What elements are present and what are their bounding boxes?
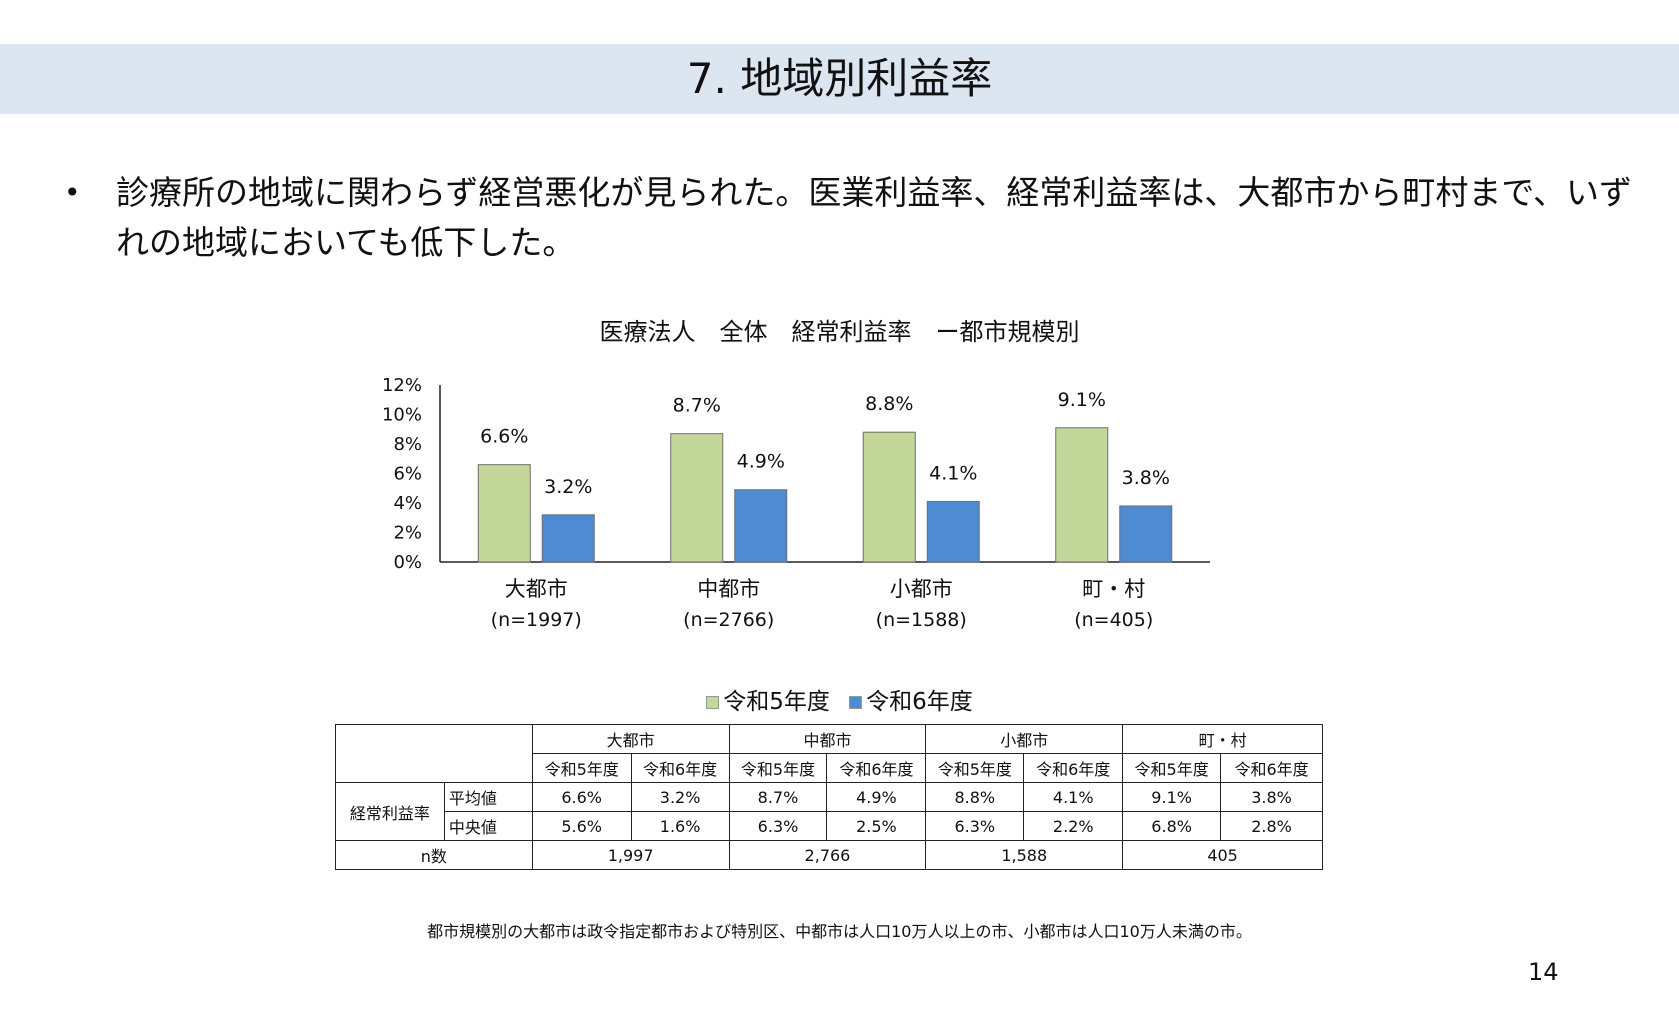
table-cell: 4.1% — [1023, 782, 1124, 812]
bar — [1055, 427, 1109, 563]
data-label: 8.7% — [673, 395, 721, 417]
chart-legend: 令和5年度 令和6年度 — [0, 682, 1679, 716]
legend-swatch-r5 — [706, 696, 720, 709]
table-n-row: n数 1,997 2,766 1,588 405 — [335, 840, 1323, 870]
table-cell: 3.2% — [630, 782, 730, 812]
table-year-row: 令和5年度 令和6年度 令和5年度 令和6年度 令和5年度 令和6年度 令和5年… — [336, 753, 1323, 783]
category-label: 町・村 — [1082, 577, 1145, 601]
y-tick-label: 6% — [393, 464, 422, 485]
table-year-header: 令和5年度 — [728, 753, 828, 783]
table-row-label: 平均値 — [443, 782, 533, 812]
table-year-header: 令和5年度 — [531, 753, 632, 783]
table-year-header: 令和6年度 — [1220, 753, 1323, 783]
table-cell: 2.2% — [1023, 811, 1124, 841]
table-year-header: 令和6年度 — [630, 753, 730, 783]
data-label: 3.2% — [544, 476, 592, 498]
data-label: 8.8% — [865, 393, 913, 415]
title-band — [0, 44, 1679, 114]
slide-title: 7. 地域別利益率 — [686, 54, 993, 103]
data-table: 大都市 中都市 小都市 町・村 令和5年度 令和6年度 令和5年度 令和6年度 … — [335, 724, 1323, 870]
table-n-cell: 1,997 — [531, 840, 730, 870]
data-label: 4.9% — [737, 451, 785, 473]
category-sublabel: (n=1588) — [876, 609, 967, 631]
data-label: 4.1% — [929, 463, 977, 485]
table-cell: 8.8% — [925, 782, 1025, 812]
bullet-text: 診療所の地域に関わらず経営悪化が見られた。医業利益率、経常利益率は、大都市から町… — [116, 173, 1633, 262]
table-n-cell: 405 — [1122, 840, 1323, 870]
table-cell: 5.6% — [531, 811, 632, 841]
table-n-cell: 2,766 — [728, 840, 927, 870]
footnote: 都市規模別の大都市は政令指定都市および特別区、中都市は人口10万人以上の市、小都… — [427, 922, 1252, 941]
table-region-header: 小都市 — [925, 724, 1124, 754]
bar — [926, 501, 980, 563]
y-tick-label: 0% — [393, 552, 422, 573]
bar — [477, 464, 531, 563]
bullet-icon: • — [64, 176, 81, 209]
chart-title: 医療法人 全体 経常利益率 ー都市規模別 — [599, 318, 1080, 346]
table-cell: 4.9% — [826, 782, 927, 812]
table-cell: 1.6% — [630, 811, 730, 841]
category-label: 小都市 — [890, 577, 953, 601]
table-year-header: 令和5年度 — [925, 753, 1025, 783]
table-cell: 3.8% — [1220, 782, 1323, 812]
category-sublabel: (n=405) — [1074, 609, 1153, 631]
legend-item-r6: 令和6年度 — [849, 682, 973, 716]
table-cell: 6.3% — [925, 811, 1025, 841]
legend-label-r6: 令和6年度 — [866, 689, 973, 715]
table-cell: 2.8% — [1220, 811, 1323, 841]
table-cell: 6.8% — [1122, 811, 1222, 841]
category-label: 中都市 — [697, 577, 760, 601]
table-cell: 6.3% — [728, 811, 828, 841]
bar — [734, 489, 788, 563]
table-year-header: 令和5年度 — [1122, 753, 1222, 783]
y-tick-label: 10% — [382, 405, 422, 426]
data-label: 9.1% — [1058, 389, 1106, 411]
table-corner-cell — [335, 724, 533, 783]
table-cell: 8.7% — [728, 782, 828, 812]
category-sublabel: (n=2766) — [683, 609, 774, 631]
y-tick-label: 8% — [393, 434, 422, 455]
legend-item-r5: 令和5年度 — [706, 682, 830, 716]
table-cell: 9.1% — [1122, 782, 1222, 812]
legend-label-r5: 令和5年度 — [723, 689, 830, 715]
table-year-header: 令和6年度 — [1023, 753, 1124, 783]
data-label: 6.6% — [480, 426, 528, 448]
table-row-label: 中央値 — [443, 811, 533, 841]
y-tick-label: 4% — [393, 493, 422, 514]
category-sublabel: (n=1997) — [491, 609, 582, 631]
data-label: 3.8% — [1122, 467, 1170, 489]
y-tick-label: 12% — [382, 375, 422, 396]
table-metric-label: 経常利益率 — [335, 782, 445, 841]
table-row: 中央値 5.6% 1.6% 6.3% 2.5% 6.3% 2.2% 6.8% 2… — [336, 811, 1323, 841]
bar — [670, 433, 724, 563]
table-n-cell: 1,588 — [925, 840, 1124, 870]
table-cell: 2.5% — [826, 811, 927, 841]
table-region-header: 中都市 — [728, 724, 927, 754]
bar — [1119, 505, 1173, 563]
table-n-label: n数 — [335, 840, 533, 870]
table-header-row: 大都市 中都市 小都市 町・村 — [335, 724, 1323, 783]
bar — [541, 514, 595, 563]
table-row: 経常利益率 平均値 6.6% 3.2% 8.7% 4.9% 8.8% 4.1% … — [335, 782, 1323, 841]
table-region-header: 大都市 — [531, 724, 730, 754]
table-region-header: 町・村 — [1122, 724, 1323, 754]
bar — [862, 431, 916, 563]
table-cell: 6.6% — [531, 782, 632, 812]
category-label: 大都市 — [505, 577, 568, 601]
page-number: 14 — [1528, 958, 1559, 986]
y-tick-label: 2% — [393, 523, 422, 544]
table-year-header: 令和6年度 — [826, 753, 927, 783]
legend-swatch-r6 — [849, 696, 863, 709]
